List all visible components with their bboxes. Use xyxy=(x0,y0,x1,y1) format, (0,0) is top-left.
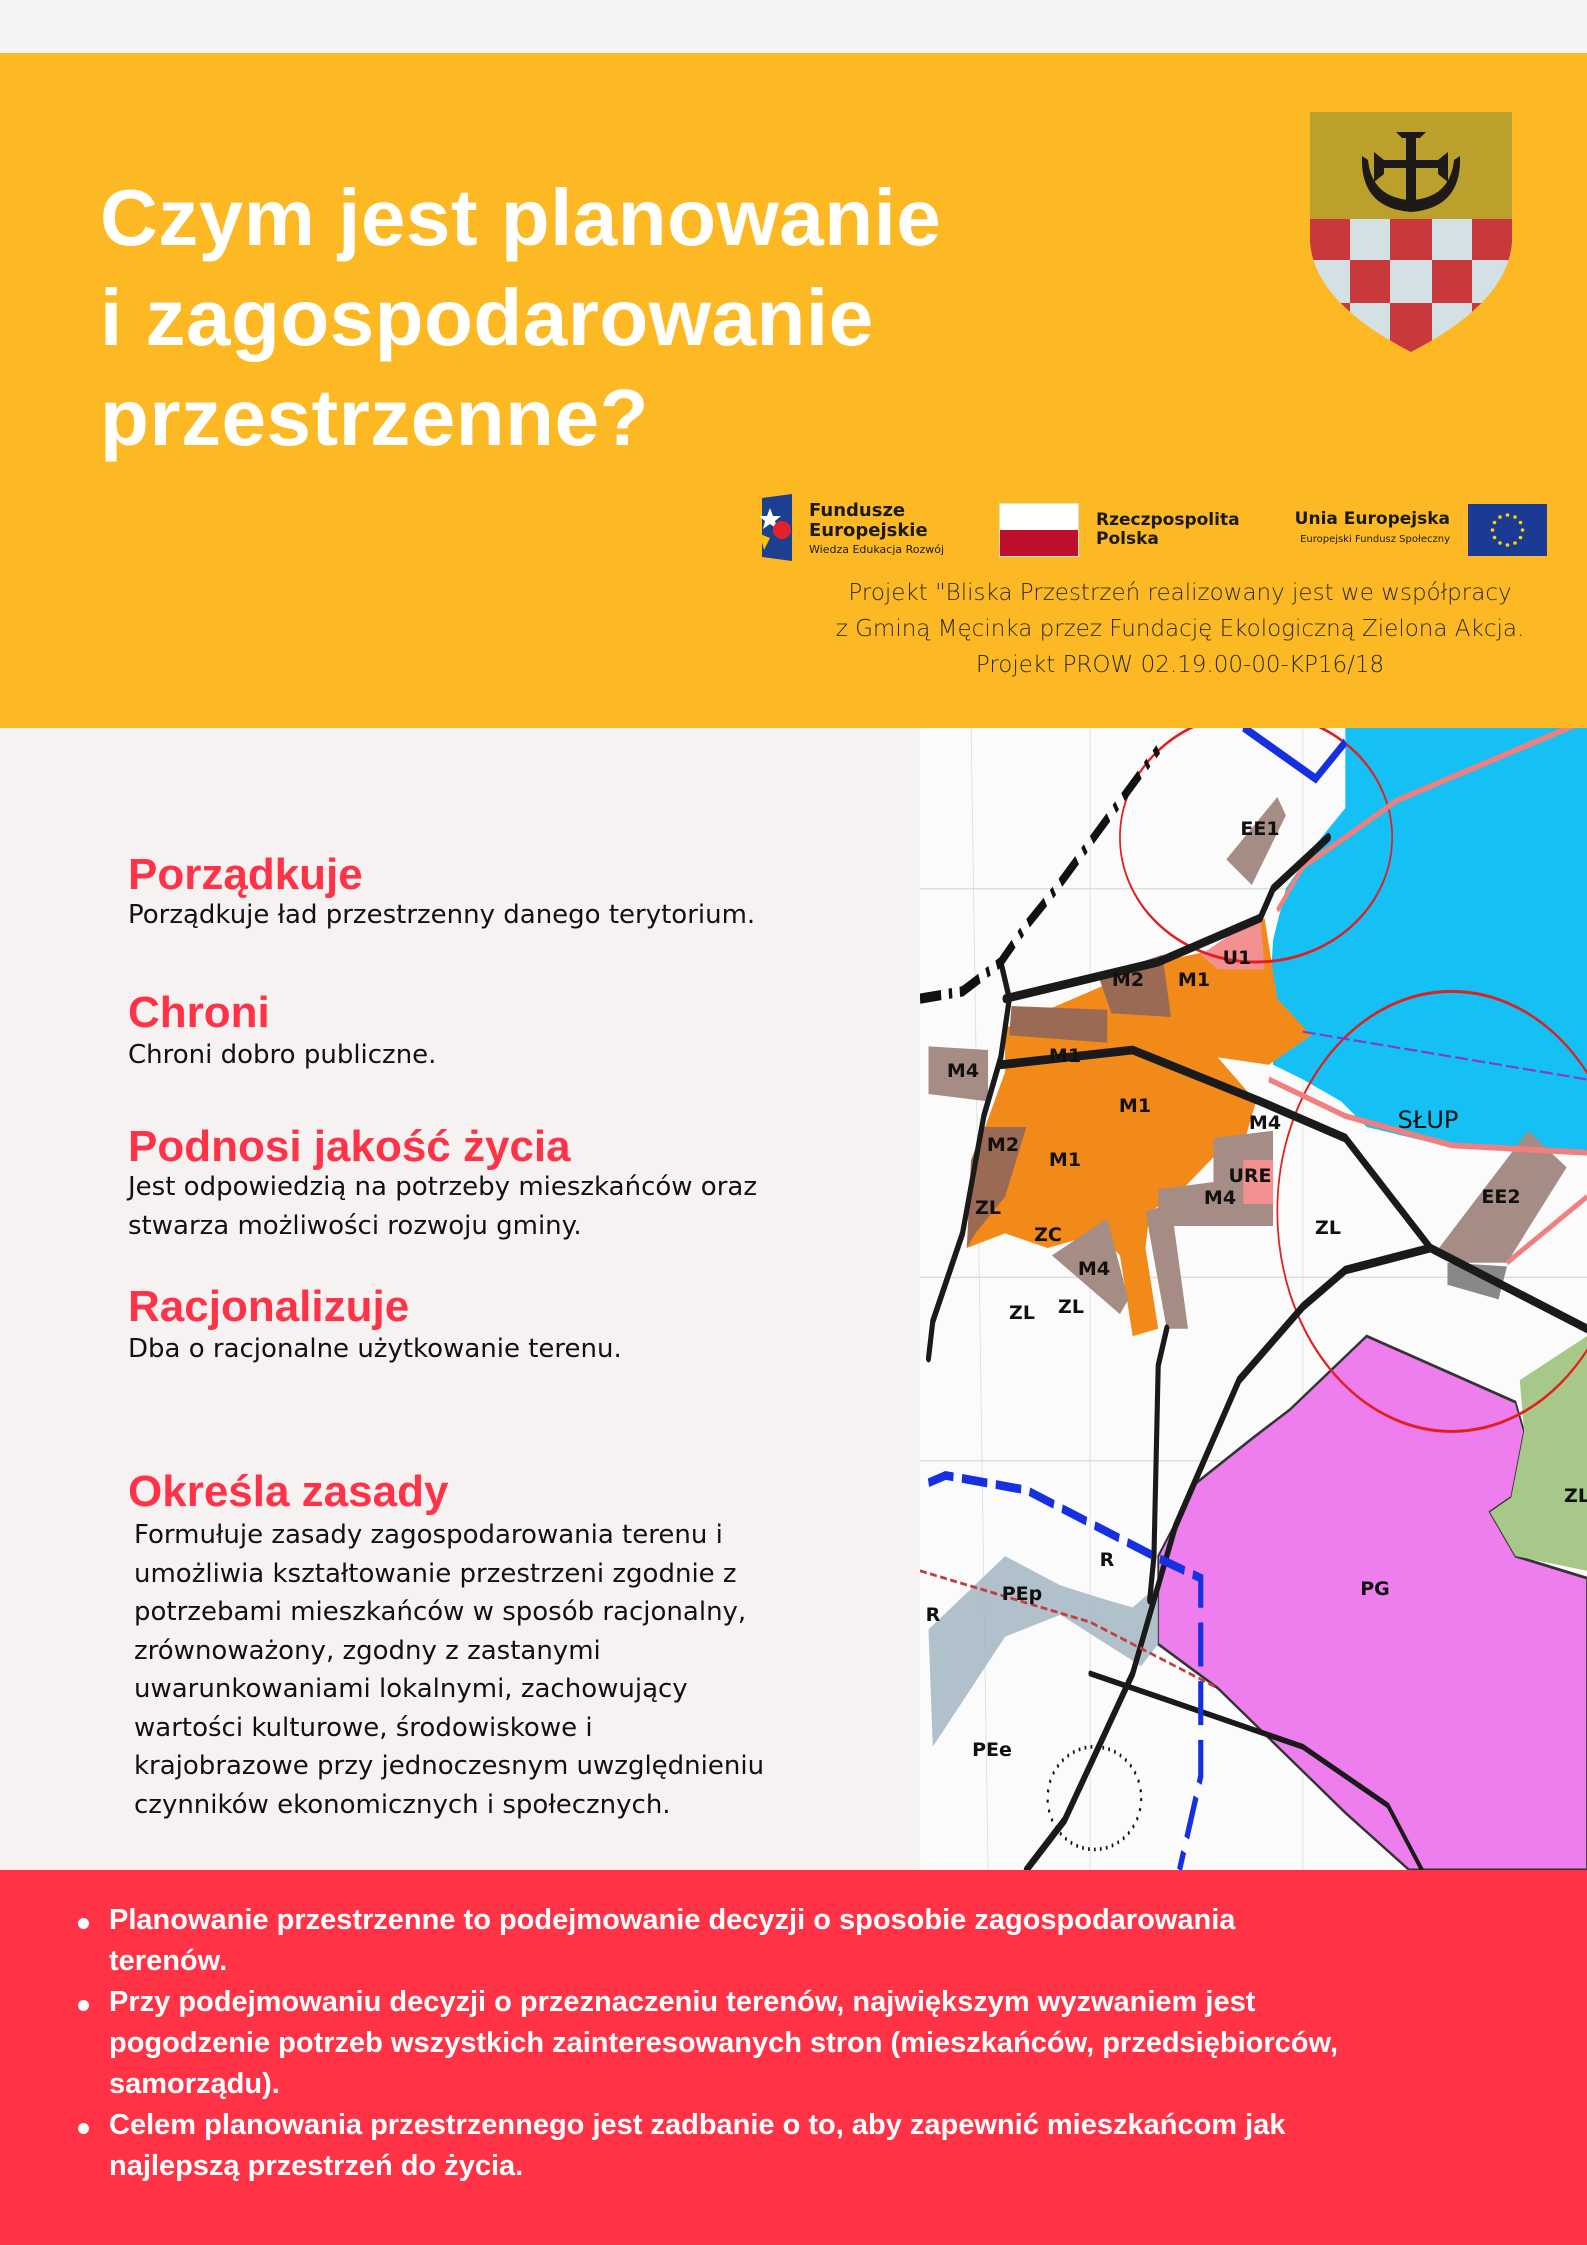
section-heading: Określa zasady xyxy=(128,1467,449,1516)
map-zone-label: ZL xyxy=(1564,1485,1587,1507)
project-info-line-1: Projekt "Bliska Przestrzeń realizowany j… xyxy=(848,580,1512,606)
eu-star-icon xyxy=(1513,541,1517,545)
footer-bullet-line: Przy podejmowaniu decyzji o przeznaczeni… xyxy=(109,1986,1256,2018)
section-text-line: krajobrazowe przy jednoczesnym uwzględni… xyxy=(134,1751,765,1781)
project-info-line-3: Projekt PROW 02.19.00-00-KP16/18 xyxy=(975,652,1385,678)
water-zone xyxy=(1268,720,1587,1153)
top-strip xyxy=(0,0,1587,53)
eu-flag-icon xyxy=(1468,504,1547,556)
map-zone-label: M4 xyxy=(946,1060,980,1082)
map-zone-label: ZC xyxy=(1034,1224,1062,1246)
section-text-line: stwarza możliwości rozwoju gminy. xyxy=(128,1210,582,1241)
pg-zone xyxy=(1157,1334,1587,1870)
eu-star-icon xyxy=(1498,541,1502,545)
map-zone-label: M1 xyxy=(1048,1149,1082,1171)
section-text-line: Dba o racjonalne użytkowanie terenu. xyxy=(128,1334,622,1364)
bullet-icon xyxy=(78,2123,89,2134)
bullet-icon xyxy=(78,2000,89,2011)
map-zone-label: PG xyxy=(1360,1578,1390,1600)
eu-star-icon xyxy=(1505,543,1510,547)
eu-star-icon xyxy=(1492,535,1497,540)
bullet-icon xyxy=(78,1918,89,1929)
map-zone-label: M1 xyxy=(1118,1095,1152,1117)
map-zone-label: PEp xyxy=(1001,1583,1043,1605)
coat-of-arms-icon xyxy=(1310,112,1512,352)
footer-bullet-line: terenów. xyxy=(109,1945,228,1977)
zoning-map-graphic xyxy=(920,720,1587,1870)
rp-logo-line1: Rzeczpospolita xyxy=(1096,510,1240,530)
section-text-line: zrównoważony, zgodny z zastanymi xyxy=(134,1635,601,1666)
footer-bullet-line: samorządu). xyxy=(109,2068,280,2100)
eu-star-icon xyxy=(1490,528,1495,532)
footer-banner: Planowanie przestrzenne to podejmowanie … xyxy=(0,1870,1587,2245)
section-heading: Racjonalizuje xyxy=(128,1282,410,1331)
page-title-line-1: Czym jest planowanie xyxy=(100,173,942,262)
map-zone-label: M4 xyxy=(1203,1187,1237,1209)
eu-star-icon xyxy=(1498,515,1502,519)
map-zone-label: ZL xyxy=(1315,1217,1341,1239)
project-info-line-2: z Gminą Męcinka przez Fundację Ekologicz… xyxy=(835,616,1525,642)
page-title-line-3: przestrzenne? xyxy=(100,373,649,462)
fe-logo-line2: Europejskie xyxy=(809,520,928,541)
map-zone-label: M1 xyxy=(1048,1045,1082,1067)
section-heading: Porządkuje xyxy=(128,850,363,899)
section-text-line: Porządkuje ład przestrzenny danego teryt… xyxy=(128,900,756,930)
eu-star-icon xyxy=(1513,515,1517,519)
ue-logo-line1: Unia Europejska xyxy=(1294,509,1450,529)
eu-star-icon xyxy=(1520,528,1525,532)
rp-logo-line2: Polska xyxy=(1096,529,1159,549)
section-text-line: Chroni dobro publiczne. xyxy=(128,1040,437,1070)
fe-logo-line1: Fundusze xyxy=(809,500,906,521)
eu-star-icon xyxy=(1518,520,1523,525)
footer-bullet-line: Celem planowania przestrzennego jest zad… xyxy=(109,2109,1286,2141)
section-text-line: potrzebami mieszkańców w sposób racjonal… xyxy=(134,1597,747,1627)
fe-logo-line3: Wiedza Edukacja Rozwój xyxy=(809,543,945,556)
map-zone-label: ZL xyxy=(975,1197,1001,1219)
pep-zone xyxy=(928,1556,1159,1747)
ue-logo-line2: Europejski Fundusz Społeczny xyxy=(1300,534,1450,545)
footer-bullet-line: pogodzenie potrzeb wszystkich zaintereso… xyxy=(109,2027,1339,2059)
eu-star-icon xyxy=(1505,513,1510,517)
map-zone-label: M4 xyxy=(1077,1258,1111,1280)
section-text-line: Jest odpowiedzią na potrzeby mieszkańców… xyxy=(128,1172,757,1202)
map-zone-label: M2 xyxy=(986,1134,1020,1156)
map-zone-label: EE1 xyxy=(1240,818,1280,840)
forest-zone xyxy=(1490,1336,1587,1571)
fundusze-europejskie-logo-icon xyxy=(759,494,792,561)
map-zone-label: ZL xyxy=(1058,1296,1084,1318)
map-zone-label: M4 xyxy=(1248,1112,1282,1134)
section-text-line: czynników ekonomicznych i społecznych. xyxy=(134,1789,671,1820)
map-zone-label: PEe xyxy=(972,1739,1012,1761)
map-zone-label: SŁUP xyxy=(1397,1106,1459,1134)
section-heading: Chroni xyxy=(128,988,270,1037)
eu-star-icon xyxy=(1518,535,1523,540)
header-banner: Czym jest planowanie i zagospodarowanie … xyxy=(0,53,1587,728)
map-zone-label: M1 xyxy=(1177,969,1211,991)
map-zone-label: EE2 xyxy=(1481,1186,1521,1208)
zoning-map: EE1 U1 M2 M1 M1 M4 M1 M4 SŁUP M2 M1 URE M4 EE2 ZL ZL ZC M… xyxy=(920,720,1587,1870)
map-zone-label: R xyxy=(925,1604,941,1626)
section-text-line: wartości kulturowe, środowiskowe i xyxy=(134,1712,593,1743)
page-title-line-2: i zagospodarowanie xyxy=(100,273,874,362)
section-heading: Podnosi jakość życia xyxy=(128,1122,571,1171)
map-zone-label: ZL xyxy=(1009,1302,1035,1324)
map-zone-label: U1 xyxy=(1222,947,1252,969)
map-zone-label: M2 xyxy=(1111,969,1145,991)
section-text-line: Formułuje zasady zagospodarowania terenu… xyxy=(134,1520,723,1550)
map-zone-label: URE xyxy=(1228,1165,1272,1187)
footer-bullet-line: najlepszą przestrzeń do życia. xyxy=(109,2150,524,2182)
eu-star-icon xyxy=(1492,520,1497,525)
section-text-line: umożliwia kształtowanie przestrzeni zgod… xyxy=(134,1558,737,1589)
map-zone-label: R xyxy=(1099,1549,1115,1571)
section-text-line: uwarunkowaniami lokalnymi, zachowujący xyxy=(134,1674,688,1704)
polish-flag-icon xyxy=(1000,504,1078,556)
footer-bullet-line: Planowanie przestrzenne to podejmowanie … xyxy=(109,1904,1236,1936)
